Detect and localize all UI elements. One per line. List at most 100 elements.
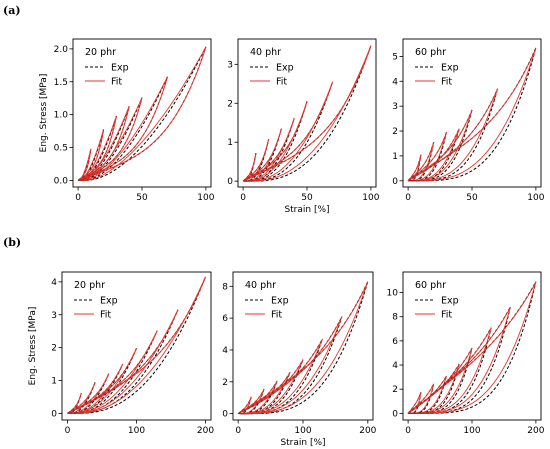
x-tick-label: 200 [197,426,214,436]
y-tick-label: 4 [222,346,228,356]
legend-exp-label: Exp [111,63,129,74]
y-tick-label: 0 [392,409,398,419]
fit-unloading-curve [250,45,372,182]
y-tick-label: 3 [392,102,398,112]
exp-unloading-curve [75,276,206,414]
fit-unloading-curve [245,281,369,415]
exp-unloading-curve [241,372,291,415]
x-tick-label: 0 [405,426,411,436]
y-tick-label: 1 [392,152,398,162]
y-tick-label: 4 [392,77,398,87]
legend-title: 40 phr [245,280,276,291]
y-tick-label: 0 [222,410,228,420]
exp-loading-curve [237,338,323,415]
exp-unloading-curve [409,142,435,182]
chart-6: 0 100 200 0 2 4 6 8 10 60 phr Exp Fit [387,271,545,436]
x-tick-label: 100 [294,426,311,436]
y-tick-label: 8 [392,313,398,323]
x-tick-label: 0 [405,193,411,203]
fit-loading-curve [237,372,291,415]
legend-fit-label: Fit [441,310,452,321]
exp-loading-curve [237,372,291,415]
fit-unloading-curve [74,309,179,414]
legend-exp-label: Exp [100,296,118,307]
panel-label-b: (b) [3,236,21,249]
y-tick-label: 0 [51,409,57,419]
y-tick-label: 10 [387,289,399,299]
x-tick-label: 100 [197,193,214,203]
exp-unloading-curve [243,338,323,415]
exp-unloading-curve [72,330,158,414]
fit-loading-curve [407,142,435,182]
chart-4: 0 100 200 0 1 2 3 4 Eng. Stress [MPa] 20 phr Exp Fi… [28,271,214,436]
fit-loading-curve [407,132,447,182]
fit-loading-curve [242,82,333,182]
x-tick-label: 100 [527,193,544,203]
exp-unloading-curve [411,363,460,414]
exp-unloading-curve [245,281,369,415]
x-tick-label: 0 [65,426,71,436]
curve-group [407,281,537,414]
fit-unloading-curve [244,316,343,415]
legend-title: 20 phr [74,280,105,291]
x-tick-label: 0 [240,193,246,203]
legend-exp-label: Exp [271,296,289,307]
exp-unloading-curve [409,383,435,414]
y-tick-label: 1.0 [54,111,69,121]
exp-unloading-curve [415,47,537,182]
fit-unloading-curve [85,46,207,181]
y-tick-label: 4 [392,361,398,371]
y-tick-label: 5 [392,52,398,62]
exp-unloading-curve [69,382,96,414]
x-tick-label: 200 [359,426,376,436]
y-tick-label: 1 [227,138,233,148]
legend-title: 60 phr [415,280,446,291]
exp-loading-curve [407,128,460,182]
fit-loading-curve [407,128,460,182]
legend-title: 60 phr [415,47,446,58]
chart-1: 0 50 100 0.0 0.5 1.0 1.5 2.0 Eng. Stress [MPa] 20… [39,38,215,203]
legend-fit-label: Fit [271,310,282,321]
curve-group [407,47,537,182]
curve-group [67,276,206,414]
fit-loading-curve [77,76,168,181]
fit-unloading-curve [415,281,537,414]
fit-unloading-curve [248,81,333,182]
curve-group [77,46,207,181]
panel-label-a: (a) [3,4,21,17]
x-tick-label: 100 [463,426,480,436]
legend-fit-label: Fit [100,310,111,321]
fit-loading-curve [407,392,422,414]
y-tick-label: 2.0 [54,45,69,55]
fit-loading-curve [77,47,207,181]
fit-unloading-curve [245,128,282,182]
fit-loading-curve [77,97,143,181]
legend-fit-label: Fit [441,77,452,88]
x-axis-label: Strain [%] [284,205,329,215]
exp-unloading-curve [246,117,295,182]
fit-loading-curve [407,48,537,182]
y-tick-label: 2 [51,344,57,354]
fit-loading-curve [237,316,343,415]
exp-loading-curve [67,276,206,414]
exp-unloading-curve [83,76,169,181]
exp-loading-curve [237,281,369,415]
x-tick-label: 50 [301,193,313,203]
x-tick-label: 200 [527,426,544,436]
exp-loading-curve [242,81,334,182]
y-tick-label: 2 [227,99,233,109]
legend-fit-label: Fit [276,77,287,88]
fit-loading-curve [77,116,117,181]
legend-exp-label: Exp [441,296,459,307]
fit-unloading-curve [83,76,168,181]
x-tick-label: 100 [362,193,379,203]
y-tick-label: 1.5 [54,78,68,88]
exp-unloading-curve [250,45,372,182]
exp-unloading-curve [85,46,207,181]
chart-5: 0 100 200 0 2 4 6 8 Strain [%] 40 phr Exp Fit [222,271,377,448]
exp-loading-curve [407,281,537,414]
y-tick-label: 0 [227,177,233,187]
legend-title: 40 phr [250,47,281,58]
y-tick-label: 3 [51,311,57,321]
x-axis-label: Strain [%] [280,438,325,448]
